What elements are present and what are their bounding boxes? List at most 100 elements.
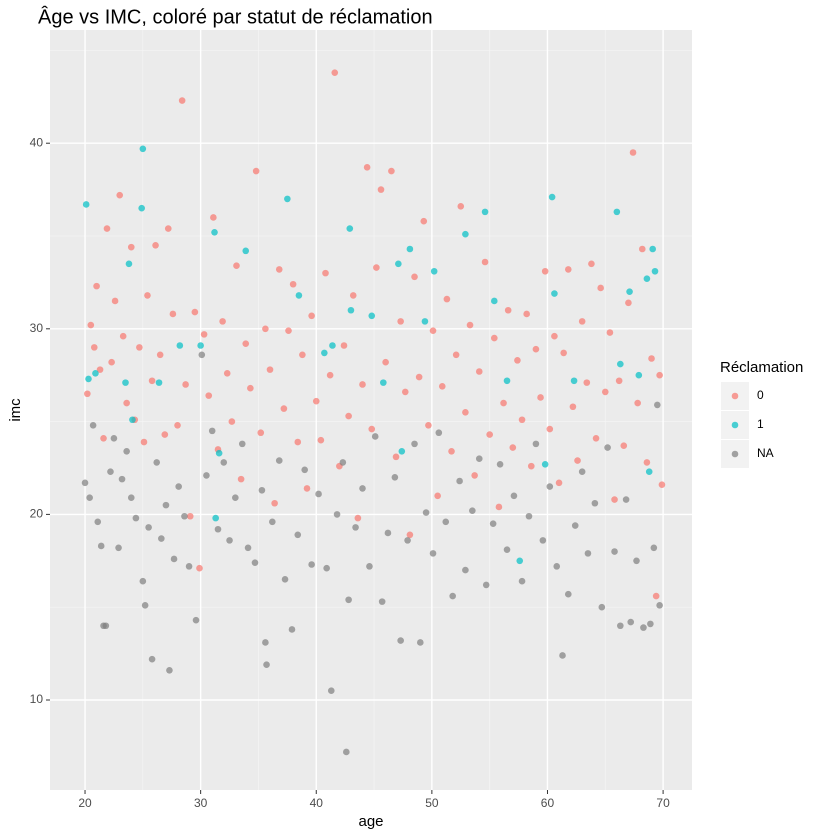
data-point	[345, 412, 352, 420]
data-point	[198, 351, 206, 359]
y-tick-label: 40	[30, 135, 44, 149]
data-point	[215, 449, 223, 457]
data-point	[425, 422, 432, 429]
data-point	[308, 312, 315, 320]
data-point	[326, 371, 334, 379]
data-point	[626, 288, 633, 295]
data-point	[546, 483, 554, 490]
x-tick-label: 60	[541, 796, 555, 810]
data-point	[258, 486, 266, 494]
data-point	[382, 358, 389, 366]
legend-marker	[731, 450, 739, 458]
data-point	[564, 266, 572, 273]
data-point	[571, 522, 579, 529]
data-point	[197, 342, 204, 349]
data-point	[368, 425, 376, 433]
data-point	[366, 563, 373, 570]
data-point	[139, 577, 147, 585]
data-point	[347, 306, 355, 314]
data-point	[138, 204, 145, 212]
data-point	[481, 258, 489, 266]
data-point	[475, 455, 483, 463]
data-point	[527, 462, 535, 470]
data-point	[96, 366, 104, 373]
data-point	[196, 564, 203, 572]
data-point	[288, 626, 296, 633]
data-point	[611, 548, 618, 555]
data-point	[303, 485, 311, 492]
data-point	[388, 167, 395, 175]
data-point	[86, 494, 93, 501]
data-point	[429, 550, 437, 557]
data-point	[294, 531, 302, 539]
data-point	[449, 592, 456, 600]
data-point	[500, 399, 507, 407]
data-point	[82, 201, 90, 208]
data-point	[139, 145, 147, 153]
data-point	[617, 622, 624, 630]
data-point	[192, 616, 200, 624]
data-point	[102, 622, 110, 630]
data-point	[462, 566, 469, 574]
data-point	[378, 598, 386, 605]
x-axis-label: age	[358, 813, 383, 830]
data-point	[214, 525, 222, 533]
data-point	[384, 529, 392, 537]
data-point	[148, 655, 156, 663]
data-point	[333, 511, 341, 518]
data-point	[553, 563, 561, 570]
data-point	[81, 479, 89, 487]
data-point	[598, 603, 606, 611]
data-point	[411, 440, 418, 448]
data-point	[397, 637, 404, 644]
data-point	[219, 318, 226, 325]
data-point	[395, 260, 402, 268]
data-point	[226, 537, 233, 544]
data-point	[205, 392, 213, 399]
data-point	[486, 431, 493, 438]
data-point	[457, 203, 465, 210]
data-point	[327, 687, 335, 695]
data-point	[640, 624, 647, 631]
data-point	[518, 416, 526, 424]
data-point	[349, 292, 357, 299]
data-point	[119, 332, 127, 340]
data-point	[275, 266, 283, 273]
data-point	[611, 496, 618, 503]
legend-marker	[731, 392, 739, 400]
data-point	[638, 245, 646, 253]
data-point	[559, 652, 566, 659]
data-point	[162, 501, 170, 509]
data-point	[406, 245, 414, 253]
data-point	[359, 381, 366, 388]
data-point	[380, 379, 387, 386]
y-tick-label: 20	[30, 507, 44, 521]
data-point	[110, 435, 118, 442]
data-point	[174, 422, 181, 429]
data-point	[321, 349, 328, 357]
data-point	[373, 264, 380, 271]
data-point	[191, 308, 199, 316]
data-point	[266, 366, 274, 373]
data-point	[551, 290, 558, 297]
data-point	[85, 375, 92, 383]
data-point	[144, 292, 151, 299]
data-point	[392, 453, 400, 461]
data-point	[546, 425, 554, 433]
data-point	[406, 531, 414, 539]
data-point	[404, 537, 411, 544]
data-point	[495, 503, 503, 511]
data-point	[108, 358, 115, 366]
data-point	[294, 438, 302, 446]
data-point	[343, 748, 350, 756]
data-point	[654, 401, 661, 409]
data-point	[181, 512, 188, 520]
plot-panel	[50, 30, 692, 790]
y-axis-label: imc	[7, 398, 24, 422]
data-point	[574, 457, 581, 464]
data-point	[352, 524, 359, 531]
data-point	[123, 399, 130, 407]
data-point	[411, 273, 418, 281]
data-point	[271, 499, 278, 507]
